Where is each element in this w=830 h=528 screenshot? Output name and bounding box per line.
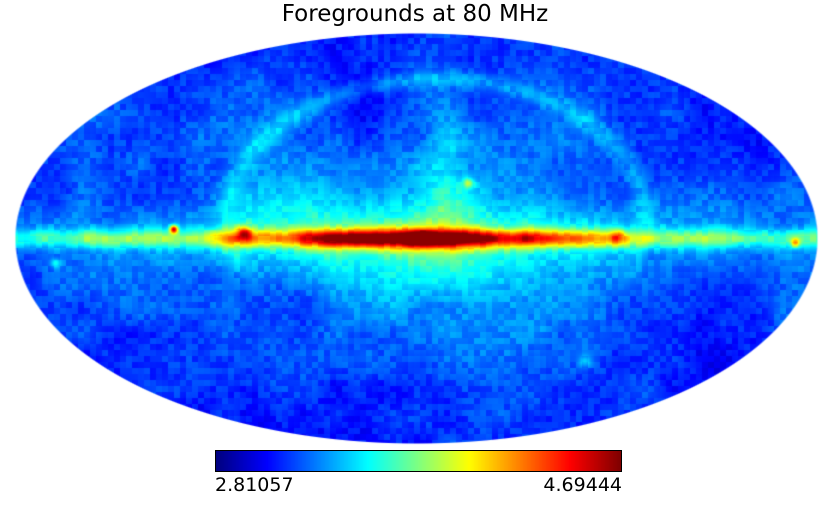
colorbar-labels: 2.81057 4.69444 <box>215 474 622 496</box>
colorbar <box>215 450 622 472</box>
colorbar-gradient-canvas <box>216 451 621 471</box>
figure-title: Foregrounds at 80 MHz <box>281 1 549 27</box>
colorbar-min-label: 2.81057 <box>215 474 294 496</box>
sky-map-canvas <box>0 26 830 450</box>
colorbar-max-label: 4.69444 <box>543 474 622 496</box>
